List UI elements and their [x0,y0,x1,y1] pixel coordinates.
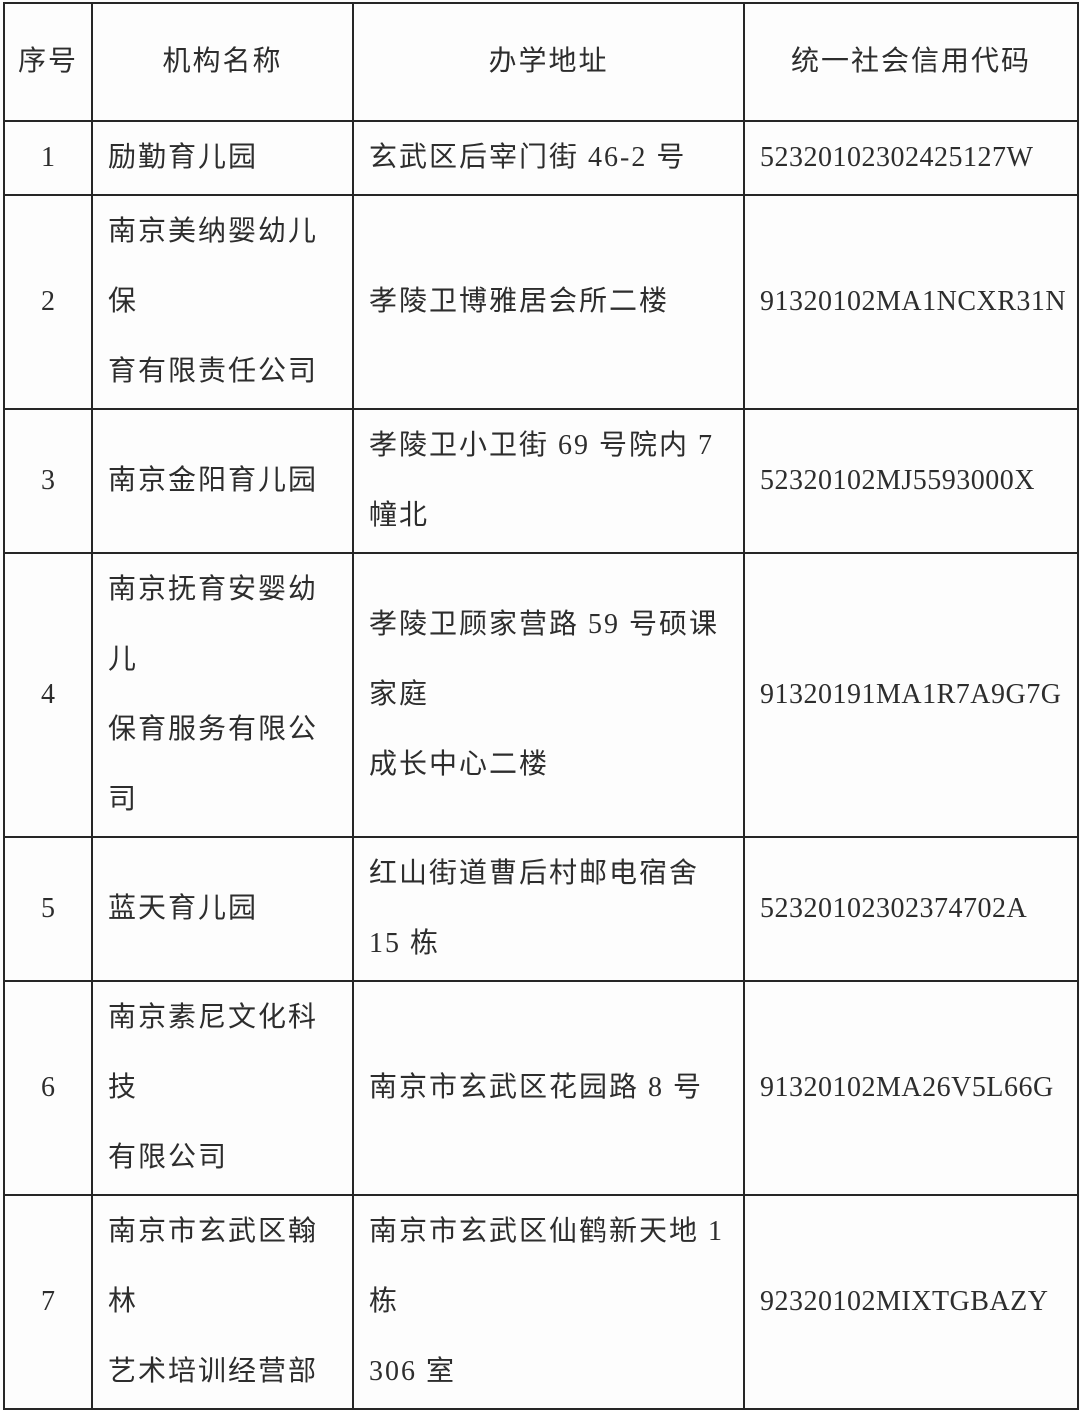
table-row: 5 蓝天育儿园 红山街道曹后村邮电宿舍 15 栋 523201023023747… [3,836,1079,982]
table-row: 4 南京抚育安婴幼儿 保育服务有限公司 孝陵卫顾家营路 59 号硕课家庭 成长中… [3,552,1079,838]
header-serial-number: 序号 [3,2,93,122]
org-name-cell: 南京美纳婴幼儿保 育有限责任公司 [91,194,354,410]
table-row: 1 励勤育儿园 玄武区后宰门街 46-2 号 52320102302425127… [3,120,1079,196]
table-row: 7 南京市玄武区翰林 艺术培训经营部 南京市玄武区仙鹤新天地 1 栋 306 室… [3,1194,1079,1410]
table-row: 2 南京美纳婴幼儿保 育有限责任公司 孝陵卫博雅居会所二楼 91320102MA… [3,194,1079,410]
org-name-cell: 蓝天育儿园 [91,836,354,982]
row-number-cell: 7 [3,1194,93,1410]
credit-code-cell: 91320102MA1NCXR31N [743,194,1079,410]
credit-code-cell: 91320191MA1R7A9G7G [743,552,1079,838]
org-name-cell: 南京金阳育儿园 [91,408,354,554]
credit-code-cell: 52320102MJ5593000X [743,408,1079,554]
address-cell: 孝陵卫小卫街 69 号院内 7 幢北 [352,408,745,554]
org-name-cell: 南京市玄武区翰林 艺术培训经营部 [91,1194,354,1410]
address-cell: 南京市玄武区花园路 8 号 [352,980,745,1196]
row-number-cell: 1 [3,120,93,196]
header-row: 序号 机构名称 办学地址 统一社会信用代码 [3,2,1079,122]
address-cell: 南京市玄武区仙鹤新天地 1 栋 306 室 [352,1194,745,1410]
address-cell: 孝陵卫博雅居会所二楼 [352,194,745,410]
row-number-cell: 3 [3,408,93,554]
row-number-cell: 6 [3,980,93,1196]
org-name-cell: 南京抚育安婴幼儿 保育服务有限公司 [91,552,354,838]
institution-table: 序号 机构名称 办学地址 统一社会信用代码 1 励勤育儿园 玄武区后宰门街 46… [3,2,1079,1410]
credit-code-cell: 52320102302425127W [743,120,1079,196]
row-number-cell: 2 [3,194,93,410]
org-name-cell: 南京素尼文化科技 有限公司 [91,980,354,1196]
credit-code-cell: 52320102302374702A [743,836,1079,982]
address-cell: 孝陵卫顾家营路 59 号硕课家庭 成长中心二楼 [352,552,745,838]
row-number-cell: 5 [3,836,93,982]
table-row: 6 南京素尼文化科技 有限公司 南京市玄武区花园路 8 号 91320102MA… [3,980,1079,1196]
address-cell: 红山街道曹后村邮电宿舍 15 栋 [352,836,745,982]
org-name-cell: 励勤育儿园 [91,120,354,196]
credit-code-cell: 91320102MA26V5L66G [743,980,1079,1196]
header-institution-name: 机构名称 [91,2,354,122]
row-number-cell: 4 [3,552,93,838]
header-school-address: 办学地址 [352,2,745,122]
table-row: 3 南京金阳育儿园 孝陵卫小卫街 69 号院内 7 幢北 52320102MJ5… [3,408,1079,554]
header-credit-code: 统一社会信用代码 [743,2,1079,122]
institution-table-container: 序号 机构名称 办学地址 统一社会信用代码 1 励勤育儿园 玄武区后宰门街 46… [3,2,1079,1410]
address-cell: 玄武区后宰门街 46-2 号 [352,120,745,196]
credit-code-cell: 92320102MIXTGBAZY [743,1194,1079,1410]
